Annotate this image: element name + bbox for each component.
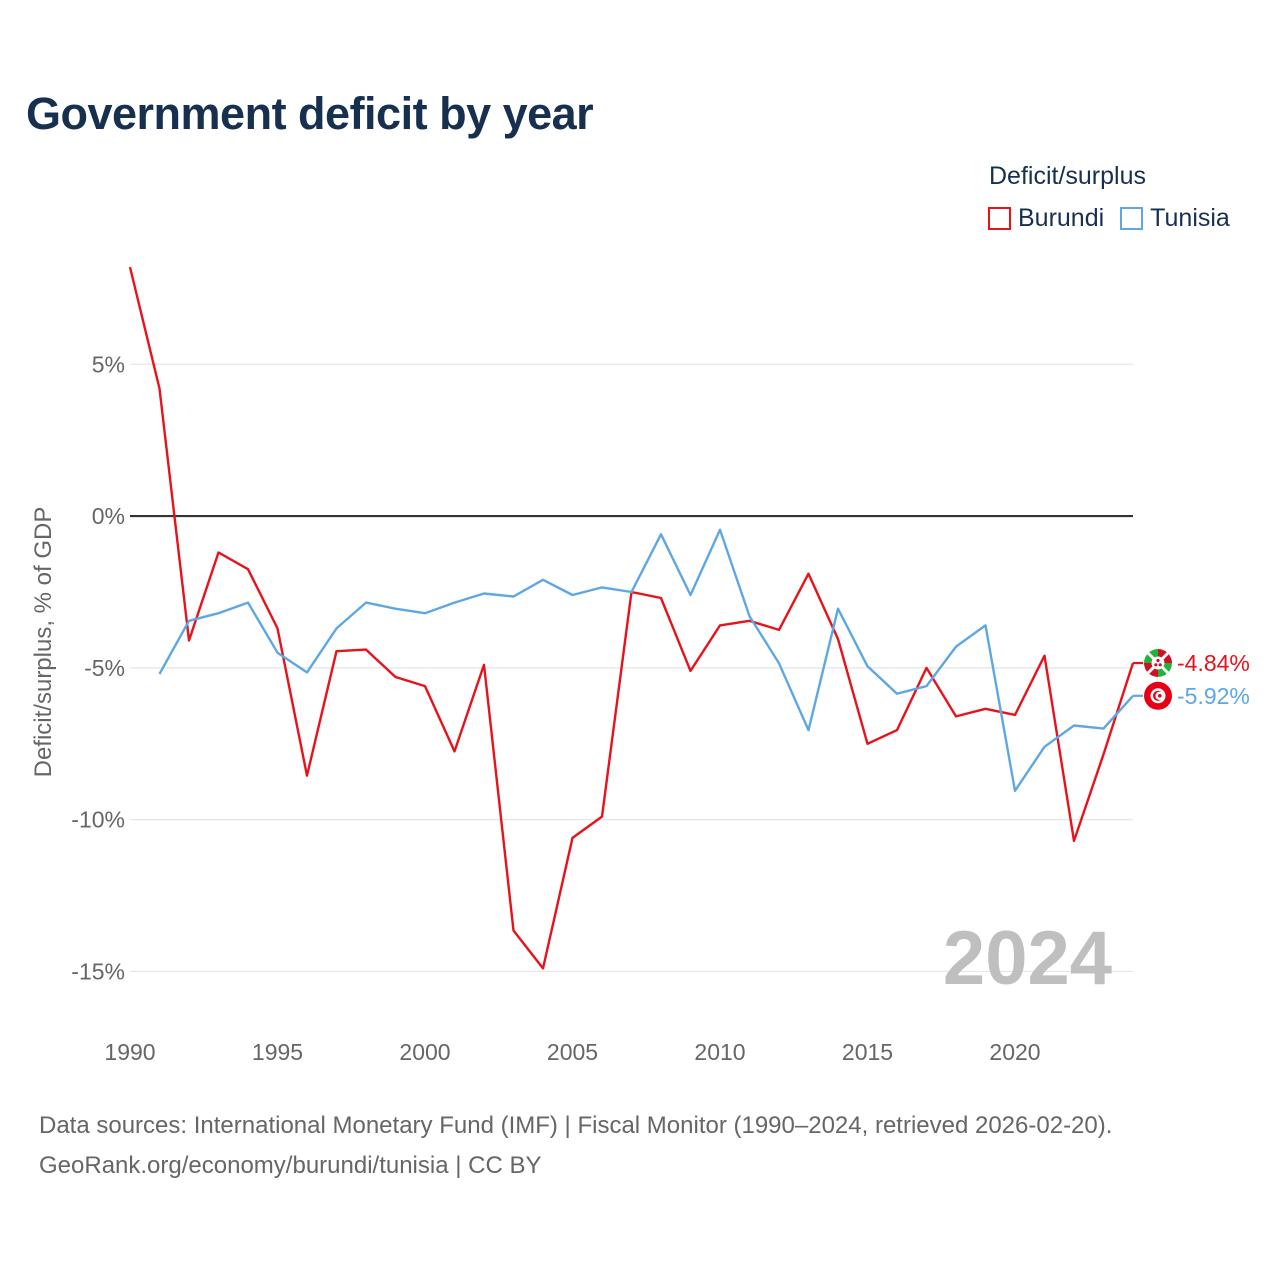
y-tick-label: 5% (92, 351, 125, 377)
flag-star (1156, 658, 1160, 663)
x-tick-label: 2020 (989, 1039, 1040, 1065)
x-axis-ticks: 1990 1995 2000 2005 2010 2015 2020 (104, 1039, 1040, 1065)
legend-item-tunisia[interactable]: Tunisia (1120, 204, 1230, 233)
end-markers: -4.84% -5.92% (1133, 649, 1250, 710)
x-tick-label: 2005 (547, 1039, 598, 1065)
y-tick-label: 0% (92, 503, 125, 529)
series-line-tunisia (158, 528, 1134, 792)
y-tick-label: -10% (71, 807, 125, 833)
source-line: Data sources: International Monetary Fun… (39, 1112, 1113, 1139)
series-lines (128, 266, 1135, 970)
flag-star (1158, 694, 1162, 698)
year-watermark: 2024 (943, 916, 1112, 1001)
x-tick-label: 2010 (694, 1039, 745, 1065)
line-chart: 5% 0% -5% -10% -15% 1990 1995 2000 2005 2010 2015… (30, 266, 1250, 1065)
y-axis-ticks: 5% 0% -5% -10% -15% (71, 351, 125, 984)
legend-label-tunisia: Tunisia (1150, 204, 1230, 232)
legend-label-burundi: Burundi (1018, 204, 1105, 232)
legend-item-burundi[interactable]: Burundi (988, 204, 1104, 233)
x-tick-label: 2000 (399, 1039, 450, 1065)
x-tick-label: 1995 (252, 1039, 303, 1065)
source-note: Data sources: International Monetary Fun… (39, 1106, 1112, 1186)
gridlines (130, 363, 1133, 973)
series-line-burundi (128, 266, 1135, 970)
legend: Burundi Tunisia (988, 204, 1246, 233)
x-tick-label: 1990 (104, 1039, 155, 1065)
y-tick-label: -15% (71, 958, 125, 984)
end-value-label: -5.92% (1177, 683, 1250, 709)
end-value-label: -4.84% (1177, 650, 1250, 676)
y-tick-label: -5% (84, 655, 125, 681)
legend-swatch-tunisia (1120, 207, 1144, 230)
tunisia-flag-icon (1144, 681, 1172, 710)
legend-swatch-burundi (988, 207, 1011, 230)
chart-title: Government deficit by year (26, 88, 594, 139)
flag-center-disc (1151, 656, 1165, 670)
y-axis-label: Deficit/surplus, % of GDP (30, 507, 57, 778)
source-link[interactable]: GeoRank.org/economy/burundi/tunisia | CC… (39, 1152, 542, 1179)
burundi-flag-icon (1144, 649, 1172, 677)
flag-star (1158, 663, 1162, 667)
legend-title: Deficit/surplus (989, 162, 1146, 190)
flag-star (1154, 663, 1158, 667)
x-tick-label: 2015 (842, 1039, 893, 1065)
